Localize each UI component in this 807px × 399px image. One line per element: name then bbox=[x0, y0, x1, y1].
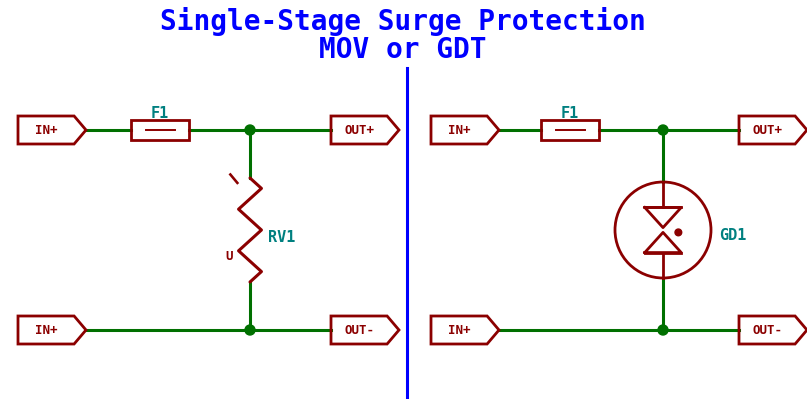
Bar bbox=[541, 120, 599, 140]
Text: MOV or GDT: MOV or GDT bbox=[320, 36, 487, 64]
Text: GD1: GD1 bbox=[719, 227, 746, 243]
Circle shape bbox=[658, 325, 668, 335]
Text: IN+: IN+ bbox=[35, 324, 57, 336]
Text: IN+: IN+ bbox=[448, 324, 470, 336]
Text: F1: F1 bbox=[151, 105, 169, 120]
Circle shape bbox=[675, 229, 682, 236]
Text: F1: F1 bbox=[561, 105, 579, 120]
Text: OUT+: OUT+ bbox=[344, 124, 374, 136]
Text: OUT+: OUT+ bbox=[752, 124, 782, 136]
Text: U: U bbox=[225, 249, 232, 263]
Circle shape bbox=[245, 125, 255, 135]
Text: Single-Stage Surge Protection: Single-Stage Surge Protection bbox=[160, 8, 646, 36]
Text: OUT-: OUT- bbox=[344, 324, 374, 336]
Text: IN+: IN+ bbox=[448, 124, 470, 136]
Text: RV1: RV1 bbox=[268, 231, 295, 245]
Circle shape bbox=[245, 325, 255, 335]
Text: OUT-: OUT- bbox=[752, 324, 782, 336]
Bar bbox=[131, 120, 189, 140]
Text: IN+: IN+ bbox=[35, 124, 57, 136]
Circle shape bbox=[658, 125, 668, 135]
